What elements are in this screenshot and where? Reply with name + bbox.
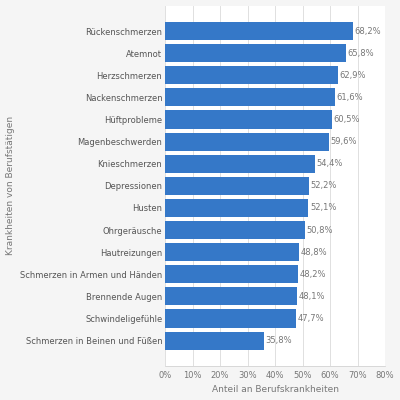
- Text: 48,8%: 48,8%: [301, 248, 328, 257]
- Bar: [165, 221, 305, 239]
- Bar: [165, 309, 296, 328]
- Text: 62,9%: 62,9%: [340, 71, 366, 80]
- Text: 68,2%: 68,2%: [354, 26, 381, 36]
- Bar: [165, 177, 309, 195]
- Bar: [165, 44, 346, 62]
- X-axis label: Anteil an Berufskrankheiten: Anteil an Berufskrankheiten: [212, 386, 339, 394]
- Bar: [165, 243, 299, 261]
- Text: 48,1%: 48,1%: [299, 292, 326, 301]
- Text: 59,6%: 59,6%: [331, 137, 357, 146]
- Text: 50,8%: 50,8%: [306, 226, 333, 234]
- Bar: [165, 265, 298, 283]
- Y-axis label: Krankheiten von Berufstätigen: Krankheiten von Berufstätigen: [6, 116, 14, 255]
- Bar: [165, 199, 308, 217]
- Bar: [165, 332, 264, 350]
- Text: 52,1%: 52,1%: [310, 204, 336, 212]
- Text: 54,4%: 54,4%: [316, 159, 343, 168]
- Text: 52,2%: 52,2%: [310, 181, 337, 190]
- Text: 35,8%: 35,8%: [265, 336, 292, 345]
- Text: 48,2%: 48,2%: [299, 270, 326, 279]
- Bar: [165, 88, 334, 106]
- Bar: [165, 155, 315, 173]
- Bar: [165, 22, 353, 40]
- Bar: [165, 132, 329, 151]
- Text: 65,8%: 65,8%: [348, 49, 374, 58]
- Text: 47,7%: 47,7%: [298, 314, 324, 323]
- Bar: [165, 287, 298, 306]
- Bar: [165, 66, 338, 84]
- Text: 60,5%: 60,5%: [333, 115, 360, 124]
- Text: 61,6%: 61,6%: [336, 93, 363, 102]
- Bar: [165, 110, 332, 128]
